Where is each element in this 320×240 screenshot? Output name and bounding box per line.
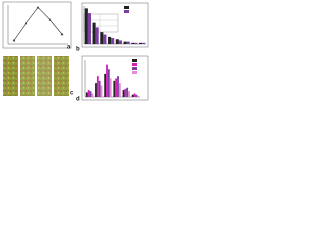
bar xyxy=(95,83,97,97)
bar xyxy=(108,36,112,44)
figure: a b c d xyxy=(2,1,149,103)
panel-b-frame xyxy=(81,2,149,48)
bar xyxy=(103,34,107,44)
micrograph xyxy=(54,56,69,96)
bar xyxy=(123,41,127,44)
bar xyxy=(87,13,91,44)
bar xyxy=(115,78,118,97)
bar xyxy=(89,91,92,97)
bar xyxy=(109,78,112,97)
bar xyxy=(92,22,96,44)
panel-a-frame xyxy=(2,1,72,49)
bar xyxy=(133,93,136,97)
micrograph xyxy=(3,56,18,96)
legend-swatch xyxy=(132,59,137,62)
bar xyxy=(122,90,125,97)
bar xyxy=(139,42,143,44)
bar xyxy=(124,88,127,97)
marker xyxy=(60,32,64,36)
bar xyxy=(117,76,119,97)
bar xyxy=(126,87,129,97)
bar xyxy=(111,38,115,44)
legend-swatch xyxy=(124,6,129,9)
bar xyxy=(91,93,94,97)
bar xyxy=(107,69,110,97)
bar xyxy=(134,42,138,44)
bar xyxy=(96,76,99,97)
micrograph xyxy=(20,56,35,96)
panel-label: c xyxy=(70,91,74,97)
bar xyxy=(142,42,146,44)
legend-swatch xyxy=(132,71,137,74)
bar xyxy=(106,64,108,97)
bar xyxy=(84,8,88,44)
bar xyxy=(131,42,135,44)
bar xyxy=(85,92,88,97)
panel-label: a xyxy=(67,45,71,51)
panel-label: b xyxy=(76,47,80,53)
bar xyxy=(104,73,107,97)
legend-swatch xyxy=(132,67,137,70)
bar xyxy=(87,90,90,97)
marker xyxy=(24,21,28,25)
panel-d-frame xyxy=(81,55,149,101)
panel-label: d xyxy=(76,97,80,103)
marker xyxy=(48,18,52,21)
legend-swatch xyxy=(132,63,137,66)
micrograph xyxy=(37,56,52,96)
bar xyxy=(128,91,130,97)
legend-swatch xyxy=(124,10,129,13)
bar xyxy=(137,95,140,97)
bar xyxy=(100,85,103,97)
bar xyxy=(113,80,116,97)
bar xyxy=(126,41,130,44)
bar xyxy=(98,80,101,97)
bar xyxy=(118,83,121,97)
line xyxy=(13,6,63,41)
bar xyxy=(95,27,99,44)
marker xyxy=(36,5,40,9)
bar xyxy=(135,94,138,97)
marker xyxy=(12,38,16,42)
bar xyxy=(131,94,134,97)
bar xyxy=(115,39,119,44)
bar xyxy=(100,32,104,44)
bar xyxy=(118,40,122,44)
